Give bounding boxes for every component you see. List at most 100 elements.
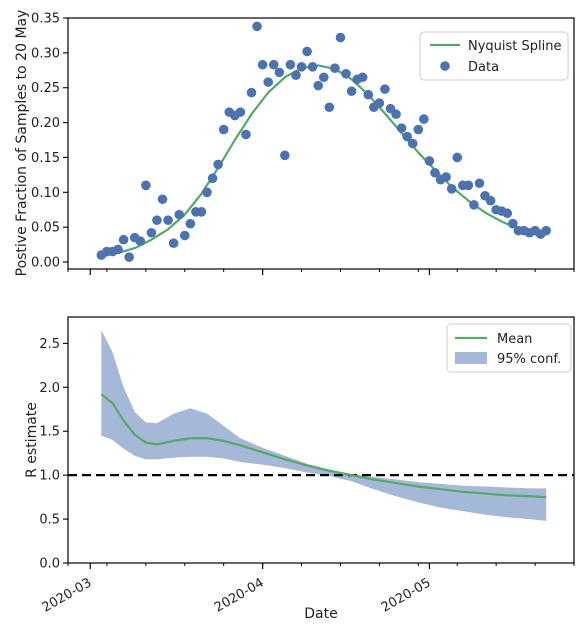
y-tick-label: 0.05 xyxy=(31,221,60,236)
data-point xyxy=(202,187,212,198)
data-point xyxy=(452,152,463,163)
spline-layer xyxy=(101,64,547,258)
data-point xyxy=(346,86,357,97)
data-point xyxy=(402,131,412,142)
y-tick-label: 1.0 xyxy=(39,469,60,484)
data-point xyxy=(307,62,318,72)
data-point xyxy=(419,114,429,124)
data-point xyxy=(430,167,440,178)
y-tick-label: 0.20 xyxy=(31,116,60,131)
data-point xyxy=(291,70,301,80)
data-point xyxy=(257,59,268,70)
x-tick-label: 2020-03 xyxy=(40,575,95,615)
y-tick-label: 0.0 xyxy=(39,557,60,572)
data-point xyxy=(124,252,134,262)
data-point xyxy=(330,63,340,73)
data-point xyxy=(374,98,385,108)
data-point xyxy=(146,227,157,238)
data-point xyxy=(268,59,279,70)
top-x-ticks xyxy=(67,269,575,275)
x-tick-label: 2020-05 xyxy=(379,575,434,615)
data-point xyxy=(218,124,229,135)
data-point xyxy=(274,67,285,78)
data-point xyxy=(541,225,551,236)
top-y-axis-label: Postive Fraction of Samples to 20 May xyxy=(14,10,30,277)
data-point xyxy=(246,87,257,98)
legend-conf-swatch xyxy=(455,352,487,364)
data-point xyxy=(302,46,312,57)
data-point xyxy=(118,234,129,245)
data-point xyxy=(252,21,262,32)
data-point xyxy=(113,244,123,255)
data-point xyxy=(263,77,273,87)
data-point xyxy=(502,208,513,219)
top-panel: 0.00 0.05 0.10 0.15 0.20 0.25 0.30 0.35 Postive… xyxy=(14,10,575,277)
data-point xyxy=(179,230,190,241)
data-point xyxy=(463,180,474,191)
top-legend: Nyquist Spline Data xyxy=(419,31,569,81)
data-point xyxy=(185,218,196,229)
data-point xyxy=(335,32,346,43)
y-tick-label: 1.5 xyxy=(39,425,60,440)
data-point xyxy=(380,84,390,94)
y-tick-label: 0.10 xyxy=(31,186,60,201)
top-axes-frame xyxy=(67,17,575,270)
bottom-legend: Mean 95% conf. xyxy=(446,323,572,373)
legend-conf-label: 95% conf. xyxy=(497,352,561,367)
data-point xyxy=(341,68,351,79)
data-point xyxy=(157,194,168,205)
data-point xyxy=(280,150,290,161)
data-point xyxy=(213,159,223,170)
data-point xyxy=(163,215,173,225)
bottom-y-axis-label: R estimate xyxy=(24,402,40,478)
data-point xyxy=(441,172,451,182)
legend-data-swatch xyxy=(440,61,450,71)
data-point xyxy=(196,207,207,217)
y-tick-label: 0.25 xyxy=(31,81,60,96)
data-point xyxy=(313,80,324,91)
bottom-panel: 0.0 0.5 1.0 1.5 2.0 2.5 2020-03 2020-04 2020-05… xyxy=(24,316,575,622)
data-point xyxy=(207,173,218,184)
data-point xyxy=(174,209,185,220)
data-point xyxy=(363,89,374,100)
y-tick-label: 0.00 xyxy=(31,256,60,271)
data-point xyxy=(285,59,296,70)
y-tick-label: 0.15 xyxy=(31,151,60,166)
data-point xyxy=(135,236,146,246)
data-point xyxy=(296,62,307,72)
data-point xyxy=(485,195,496,206)
data-point xyxy=(508,218,518,229)
data-point xyxy=(469,200,479,210)
data-point xyxy=(407,138,418,149)
y-tick-label: 0.30 xyxy=(31,46,60,61)
bottom-axes-frame xyxy=(67,316,575,564)
data-point xyxy=(241,129,251,140)
spline-line xyxy=(101,64,547,258)
data-point xyxy=(318,72,329,83)
data-point xyxy=(357,72,368,83)
data-point xyxy=(396,123,407,133)
x-tick-label: 2020-04 xyxy=(212,575,267,615)
y-tick-label: 2.0 xyxy=(39,381,60,396)
data-point xyxy=(235,107,246,117)
data-point xyxy=(424,156,435,166)
data-point xyxy=(141,180,151,191)
y-tick-label: 0.5 xyxy=(39,513,60,528)
bottom-y-ticks: 0.0 0.5 1.0 1.5 2.0 2.5 xyxy=(39,337,68,572)
data-points-layer xyxy=(96,21,551,262)
mean-line xyxy=(100,393,547,499)
top-y-ticks: 0.00 0.05 0.10 0.15 0.20 0.25 0.30 0.35 xyxy=(31,12,68,271)
legend-mean-label: Mean xyxy=(497,332,532,347)
data-point xyxy=(413,124,424,135)
legend-spline-label: Nyquist Spline xyxy=(468,39,562,54)
data-point xyxy=(168,238,179,248)
data-point xyxy=(446,184,457,194)
bottom-x-axis-label: Date xyxy=(304,606,337,622)
data-point xyxy=(474,178,485,189)
confidence-band xyxy=(101,330,547,521)
y-tick-label: 2.5 xyxy=(39,337,60,352)
data-point xyxy=(391,109,401,120)
confidence-band-layer xyxy=(101,330,547,521)
data-point xyxy=(324,102,335,113)
